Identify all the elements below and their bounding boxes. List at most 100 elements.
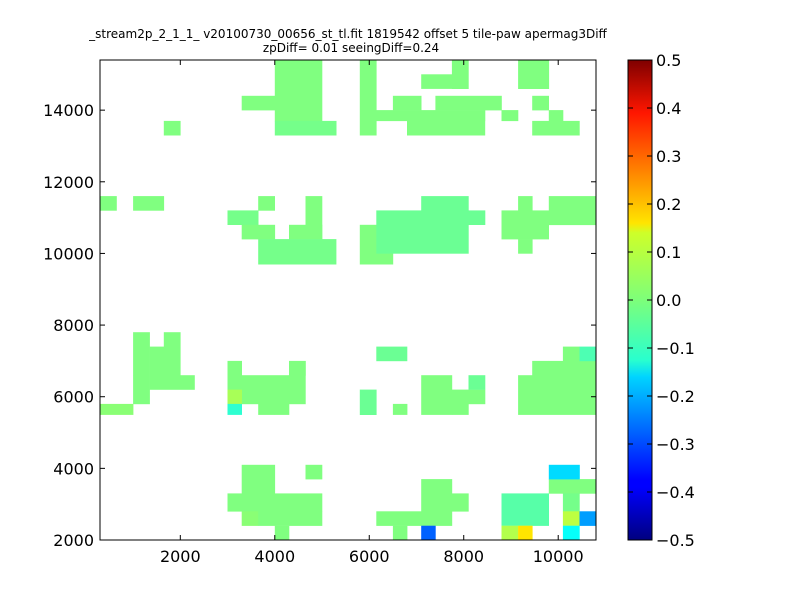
heatmap-cell bbox=[376, 346, 408, 362]
heatmap-cell bbox=[468, 210, 486, 225]
heatmap-cell bbox=[501, 210, 549, 240]
heatmap-cell bbox=[548, 110, 564, 122]
heatmap-cell bbox=[421, 110, 486, 122]
heatmap-cell bbox=[258, 239, 337, 265]
heatmap-cell bbox=[518, 60, 550, 89]
y-tick-label: 4000 bbox=[53, 459, 94, 478]
heatmap-cell bbox=[532, 120, 580, 136]
heatmap-cell bbox=[501, 110, 519, 122]
heatmap-cell bbox=[451, 60, 469, 89]
colorbar-tick-label: 0.5 bbox=[656, 51, 681, 70]
heatmap-cell bbox=[289, 224, 323, 240]
heatmap-cell bbox=[241, 224, 276, 240]
y-tick-label: 8000 bbox=[53, 316, 94, 335]
heatmap-cell bbox=[579, 479, 597, 494]
heatmap-cell bbox=[548, 196, 597, 226]
heatmap-cell bbox=[548, 479, 580, 494]
heatmap-cell bbox=[133, 196, 165, 211]
chart-title-line2: zpDiff= 0.01 seeingDiff=0.24 bbox=[263, 41, 439, 55]
heatmap-cell bbox=[376, 511, 453, 526]
y-tick-label: 2000 bbox=[53, 531, 94, 550]
x-tick-label: 10000 bbox=[533, 547, 584, 566]
heatmap-cell bbox=[579, 511, 597, 526]
heatmap-cell bbox=[227, 360, 242, 376]
heatmap-cell bbox=[359, 389, 377, 415]
heatmap-cell bbox=[435, 95, 502, 111]
heatmap-cell bbox=[133, 375, 150, 405]
heatmap-cell bbox=[421, 74, 453, 89]
heatmap-cell bbox=[274, 403, 290, 415]
colorbar-tick-label: −0.1 bbox=[656, 339, 695, 358]
heatmap-cell bbox=[163, 120, 181, 136]
heatmap-cell bbox=[579, 346, 597, 362]
colorbar-tick-label: −0.4 bbox=[656, 483, 695, 502]
heatmap-cell bbox=[274, 525, 290, 541]
heatmap-cell bbox=[359, 60, 377, 136]
x-tick-label: 2000 bbox=[160, 547, 201, 566]
heatmap-cell bbox=[241, 511, 259, 526]
heatmap-cell bbox=[258, 196, 275, 211]
heatmap-cell bbox=[518, 375, 597, 415]
heatmap-cell bbox=[241, 464, 276, 494]
colorbar-tick-label: 0.2 bbox=[656, 195, 681, 214]
heatmap-cell bbox=[468, 375, 486, 390]
heatmap-cell bbox=[562, 511, 580, 526]
heatmap-cell bbox=[451, 493, 469, 512]
colorbar-tick-label: 0.3 bbox=[656, 147, 681, 166]
heatmap-cell bbox=[518, 196, 533, 211]
heatmap-cell bbox=[451, 403, 469, 415]
heatmap-cell bbox=[501, 493, 549, 526]
heatmap-cell bbox=[376, 110, 422, 122]
y-axis: 2000 4000 6000 8000 10000 12000 14000 bbox=[43, 101, 596, 550]
heatmap-cell bbox=[100, 403, 134, 415]
heatmap-cell bbox=[227, 403, 242, 415]
colorbar-tick-label: 0.1 bbox=[656, 243, 681, 262]
heatmap-cell bbox=[258, 511, 323, 526]
y-tick-label: 12000 bbox=[43, 173, 94, 192]
plot-area: 2000 4000 6000 8000 10000 2000 4000 6000 8000 10… bbox=[43, 59, 597, 566]
heatmap-cell bbox=[392, 525, 408, 541]
heatmap-cell bbox=[227, 493, 323, 512]
heatmap-cell bbox=[532, 95, 549, 111]
heatmap-cell bbox=[376, 210, 469, 254]
colorbar-tick-label: −0.2 bbox=[656, 387, 695, 406]
chart-title-line1: _stream2p_2_1_1_ v20100730_00656_st_tl.f… bbox=[88, 27, 607, 41]
heatmap-cell bbox=[149, 375, 195, 390]
heatmap-cell bbox=[163, 332, 181, 376]
heatmap-cell bbox=[421, 479, 453, 512]
heatmap-cell bbox=[305, 464, 323, 480]
plot-frame bbox=[99, 59, 597, 541]
heatmap-cell bbox=[100, 196, 117, 211]
heatmap-cell bbox=[421, 525, 436, 541]
heatmap-cell bbox=[274, 60, 323, 122]
colorbar-tick-label: 0.0 bbox=[656, 291, 681, 310]
colorbar-tick-label: 0.4 bbox=[656, 99, 681, 118]
x-tick-label: 6000 bbox=[349, 547, 390, 566]
colorbar-ticks: 0.5 0.4 0.3 0.2 0.1 0.0 −0.1 −0.2 −0.3 −0.4 −0.5 bbox=[628, 51, 695, 550]
y-tick-label: 14000 bbox=[43, 101, 94, 120]
heatmap-cell bbox=[562, 525, 580, 541]
heatmap-cell bbox=[548, 464, 580, 480]
heatmap-cell bbox=[227, 210, 259, 225]
heatmap-cell bbox=[258, 403, 275, 415]
heatmap-cell bbox=[548, 360, 597, 376]
heatmap-cell bbox=[392, 95, 422, 111]
heatmap-cell bbox=[289, 360, 306, 376]
heatmap-cell bbox=[532, 360, 549, 376]
heatmap-cell bbox=[149, 346, 165, 376]
x-tick-label: 4000 bbox=[254, 547, 295, 566]
heatmap-cell bbox=[305, 196, 323, 226]
heatmap-cell bbox=[518, 525, 533, 541]
colorbar-tick-label: −0.5 bbox=[656, 531, 695, 550]
heatmap-cell bbox=[392, 403, 408, 415]
heatmap-cell bbox=[518, 239, 533, 254]
heatmap-cell bbox=[274, 120, 337, 136]
colorbar-tick-label: −0.3 bbox=[656, 435, 695, 454]
heatmap-cell bbox=[501, 525, 519, 541]
heatmap-cell bbox=[227, 389, 242, 405]
x-axis: 2000 4000 6000 8000 10000 bbox=[160, 60, 584, 566]
colorbar: 0.5 0.4 0.3 0.2 0.1 0.0 −0.1 −0.2 −0.3 −0.4 −0.5 bbox=[627, 51, 695, 550]
y-tick-label: 10000 bbox=[43, 244, 94, 263]
plot-background bbox=[100, 60, 596, 540]
